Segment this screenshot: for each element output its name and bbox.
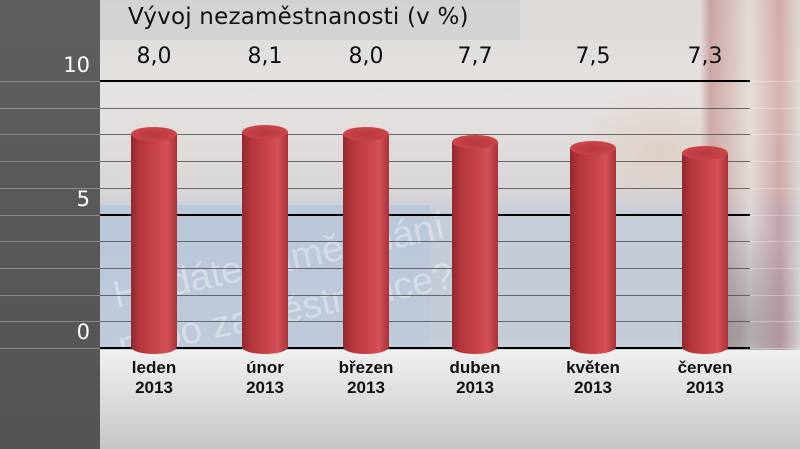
gridline (100, 107, 750, 109)
gridline-left-extension (0, 81, 100, 82)
x-category-label-line: 2013 (135, 378, 173, 397)
x-category-label: duben 2013 (430, 358, 520, 398)
gridline-right-extension (750, 241, 800, 243)
y-tick-label: 10 (63, 53, 90, 77)
gridline (100, 80, 750, 82)
bar (570, 140, 616, 354)
x-category-label-line: červen (677, 358, 733, 377)
gridline (100, 347, 750, 349)
gridline-right-extension (750, 81, 800, 82)
gridline (100, 321, 750, 323)
bar (452, 135, 498, 354)
gridline (100, 213, 750, 216)
bar-value-label: 8,0 (136, 44, 172, 69)
gridline-right-extension (750, 267, 800, 269)
y-tick-label: 0 (76, 320, 90, 344)
gridline (100, 134, 750, 136)
gridline-right-extension (750, 321, 800, 323)
bar-value-label: 7,5 (575, 44, 611, 69)
chart-title: Vývoj nezaměstnanosti (v %) (128, 4, 469, 30)
bar (131, 127, 177, 354)
bar-value-label: 8,1 (247, 44, 283, 69)
gridline-left-extension (0, 107, 100, 109)
gridline-right-extension (750, 161, 800, 163)
gridline-left-extension (0, 267, 100, 269)
bar (682, 146, 728, 354)
bar-value-label: 7,3 (687, 44, 723, 69)
x-category-label: květen 2013 (548, 358, 638, 398)
bar (343, 127, 389, 354)
gridline-right-extension (750, 294, 800, 296)
title-band (100, 0, 520, 40)
gridline-left-extension (0, 348, 100, 349)
x-category-label-line: 2013 (347, 378, 385, 397)
gridline-left-extension (0, 214, 100, 216)
x-category-label-line: 2013 (246, 378, 284, 397)
gridline-left-extension (0, 187, 100, 189)
x-category-label: leden 2013 (109, 358, 199, 398)
x-category-label: únor 2013 (220, 358, 310, 398)
gridline (100, 187, 750, 189)
x-category-label-line: květen (566, 358, 620, 377)
x-category-label-line: duben (449, 358, 501, 377)
x-category-label-line: 2013 (456, 378, 494, 397)
x-category-label-line: 2013 (686, 378, 724, 397)
gridline-right-extension (750, 187, 800, 189)
left-axis-panel (0, 0, 100, 449)
x-category-label: červen 2013 (660, 358, 750, 398)
gridline (100, 267, 750, 269)
y-tick-label: 5 (76, 186, 90, 211)
gridline-right-extension (750, 348, 800, 349)
gridline-left-extension (0, 161, 100, 163)
gridline (100, 241, 750, 243)
gridline-right-extension (750, 107, 800, 109)
gridline-left-extension (0, 294, 100, 296)
gridline-left-extension (0, 134, 100, 136)
gridline-right-extension (750, 134, 800, 136)
gridline (100, 161, 750, 163)
bar-value-label: 8,0 (348, 44, 384, 69)
bar-value-label: 7,7 (457, 44, 493, 69)
x-category-label-line: 2013 (574, 378, 612, 397)
gridline-left-extension (0, 241, 100, 243)
x-category-label: březen 2013 (321, 358, 411, 398)
x-category-label-line: březen (338, 358, 394, 377)
x-category-label-line: leden (131, 358, 177, 377)
gridline-right-extension (750, 214, 800, 216)
x-category-label-line: únor (246, 358, 284, 377)
gridline (100, 294, 750, 296)
bar (242, 124, 288, 354)
x-axis-band (100, 350, 800, 449)
gridline-left-extension (0, 321, 100, 323)
